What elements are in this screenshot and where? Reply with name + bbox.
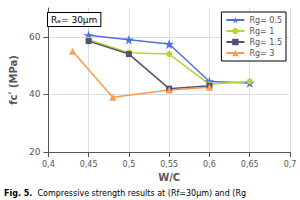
svg-text:0,5: 0,5 — [123, 160, 136, 169]
svg-text:40: 40 — [29, 89, 41, 99]
svg-text:W/C: W/C — [158, 172, 180, 183]
svg-text:20: 20 — [29, 147, 41, 157]
svg-text:0,45: 0,45 — [80, 160, 98, 169]
svg-text:0,7: 0,7 — [284, 160, 297, 169]
svg-text:Rg= 1.5: Rg= 1.5 — [249, 38, 282, 47]
svg-text:60: 60 — [29, 32, 41, 42]
svg-text:fcʹ (MPa): fcʹ (MPa) — [8, 55, 19, 105]
svg-text:0,55: 0,55 — [160, 160, 178, 169]
svg-text:Rₑ= 30μm: Rₑ= 30μm — [51, 15, 97, 25]
svg-text:0,6: 0,6 — [203, 160, 216, 169]
svg-text:Rg= 1: Rg= 1 — [249, 27, 274, 36]
svg-text:Compressive strength results a: Compressive strength results at (Rf=30μm… — [32, 189, 246, 198]
svg-text:0,4: 0,4 — [42, 160, 55, 169]
svg-text:Fig. 5.: Fig. 5. — [4, 189, 32, 198]
svg-text:Rg= 3: Rg= 3 — [249, 49, 274, 58]
svg-text:0,65: 0,65 — [241, 160, 259, 169]
svg-text:Rg= 0.5: Rg= 0.5 — [249, 16, 282, 25]
